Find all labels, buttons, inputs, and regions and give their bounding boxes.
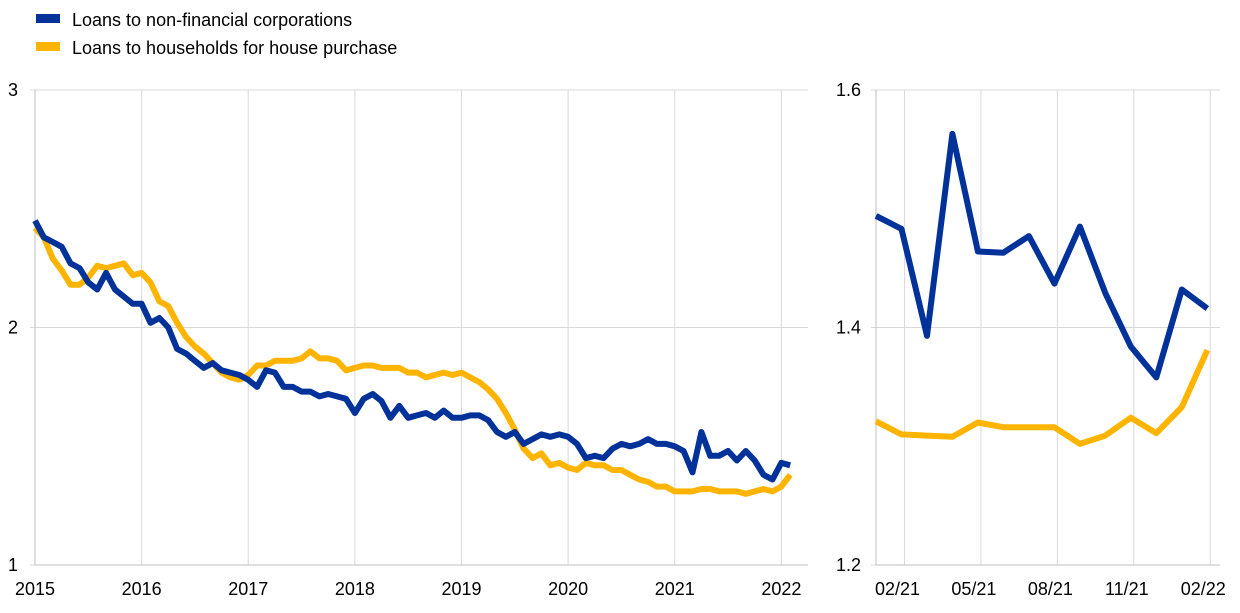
left-x-tick-label: 2022 bbox=[761, 579, 801, 599]
left-y-tick-label: 3 bbox=[8, 80, 18, 100]
right-x-tick-label: 02/22 bbox=[1181, 579, 1226, 599]
right-y-tick-label: 1.4 bbox=[836, 318, 861, 338]
left-x-tick-label: 2019 bbox=[441, 579, 481, 599]
right-series-line-households bbox=[874, 348, 1211, 447]
left-x-tick-label: 2017 bbox=[228, 579, 268, 599]
left-x-tick-label: 2021 bbox=[655, 579, 695, 599]
left-x-tick-label: 2015 bbox=[15, 579, 55, 599]
left-series-line-households bbox=[32, 225, 793, 497]
left-x-tick-label: 2018 bbox=[335, 579, 375, 599]
left-y-tick-label: 2 bbox=[8, 318, 18, 338]
legend-label-households: Loans to households for house purchase bbox=[72, 38, 397, 58]
right-panel-chart: 02/21 05/21 08/21 11/21 02/22 1.2 1.4 1.6 bbox=[836, 80, 1226, 599]
left-x-tick-label: 2016 bbox=[122, 579, 162, 599]
left-series-line-nfc bbox=[32, 219, 791, 483]
legend: Loans to non-financial corporations Loan… bbox=[36, 10, 397, 58]
right-y-tick-label: 1.2 bbox=[836, 555, 861, 575]
left-x-tick-label: 2020 bbox=[548, 579, 588, 599]
left-y-tick-label: 1 bbox=[8, 555, 18, 575]
right-x-tick-label: 08/21 bbox=[1028, 579, 1073, 599]
right-series-line-nfc bbox=[874, 130, 1210, 381]
legend-swatch-households bbox=[36, 42, 60, 51]
legend-swatch-nfc bbox=[36, 14, 60, 23]
right-x-tick-label: 11/21 bbox=[1105, 579, 1149, 599]
right-x-tick-label: 02/21 bbox=[875, 579, 920, 599]
legend-label-nfc: Loans to non-financial corporations bbox=[72, 10, 352, 30]
right-x-tick-label: 05/21 bbox=[951, 579, 996, 599]
right-y-tick-label: 1.6 bbox=[836, 80, 861, 100]
left-panel-chart: 2015 2016 2017 2018 2019 2020 2021 2022 1 2 3 bbox=[8, 80, 808, 599]
